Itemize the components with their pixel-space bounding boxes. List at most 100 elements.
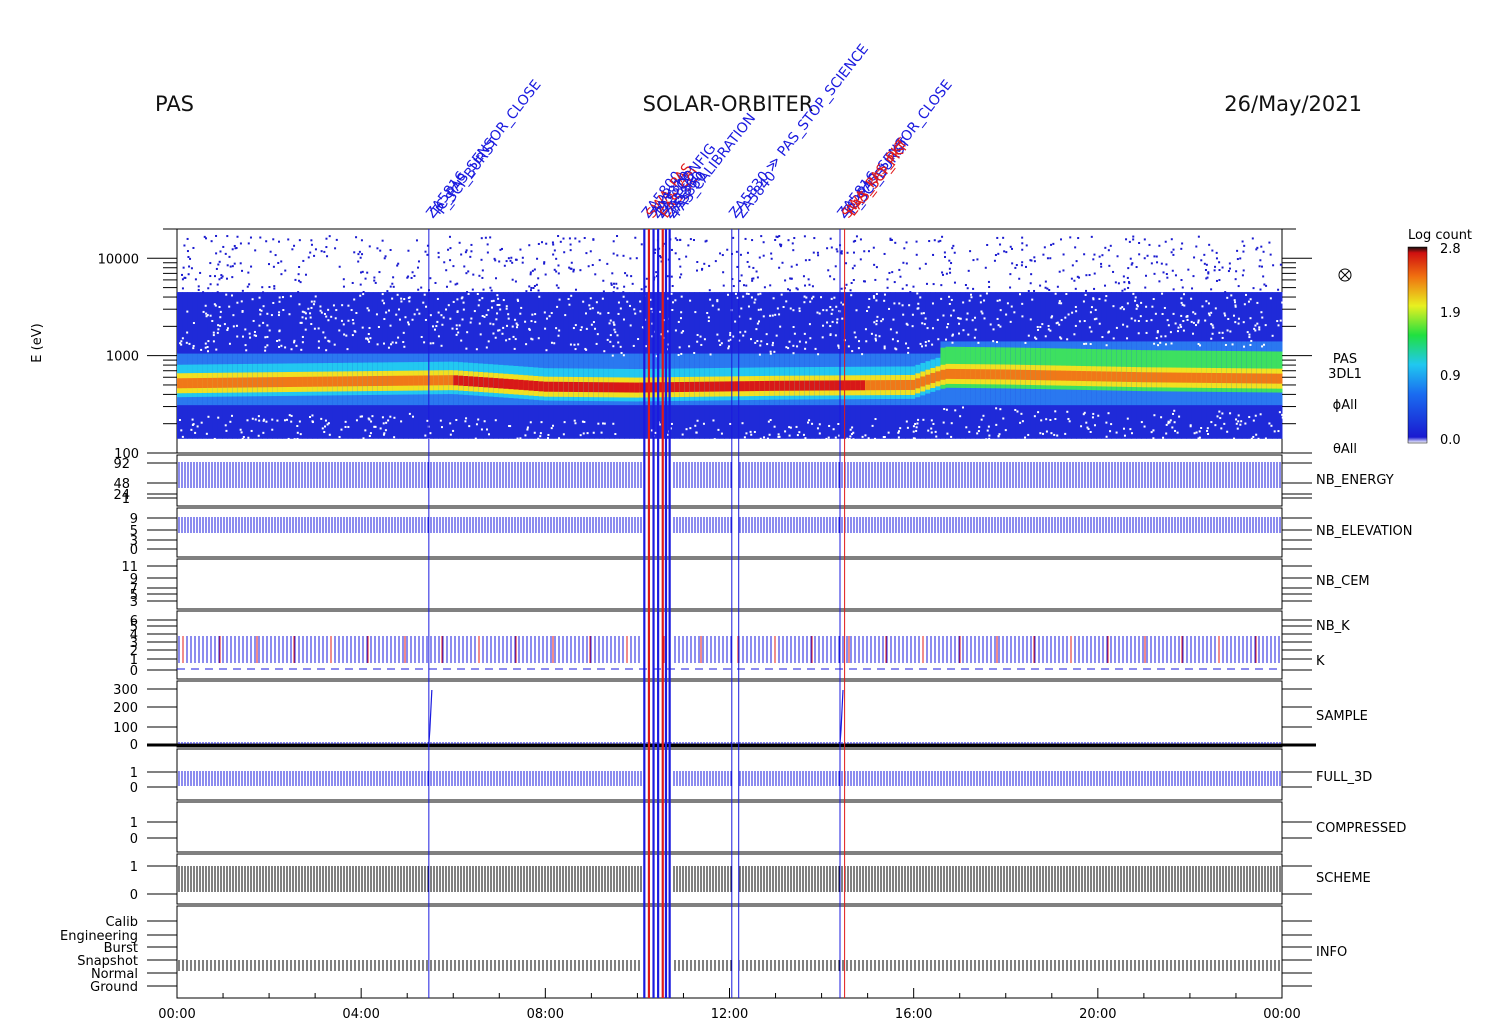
spec-dot xyxy=(1021,248,1024,251)
spec-noise xyxy=(478,322,481,325)
spec-dot xyxy=(746,251,749,254)
spec-noise xyxy=(759,308,762,311)
spec-noise xyxy=(1254,329,1257,332)
spec-dot xyxy=(213,275,216,278)
spec-dot xyxy=(804,284,807,287)
spec-core xyxy=(850,380,856,391)
spec-dot xyxy=(486,243,489,246)
spec-dot xyxy=(280,260,283,263)
spec-dot xyxy=(640,243,643,246)
spec-dot xyxy=(742,284,745,287)
spec-noise xyxy=(846,437,849,440)
spec-dot xyxy=(325,237,328,240)
spec-dot xyxy=(361,253,364,256)
spec-noise xyxy=(1281,413,1284,416)
spec-noise xyxy=(1029,318,1032,321)
spec-noise xyxy=(1055,322,1058,325)
spec-dot xyxy=(834,265,837,268)
spec-core xyxy=(598,382,605,393)
spec-noise xyxy=(741,422,744,425)
spec-core xyxy=(890,380,896,391)
spec-noise xyxy=(995,341,998,344)
spec-noise xyxy=(980,418,983,421)
spec-noise xyxy=(516,298,519,301)
spec-dot xyxy=(1092,258,1095,261)
spec-noise xyxy=(381,293,384,296)
spec-noise xyxy=(209,314,212,317)
spec-noise xyxy=(1064,316,1067,319)
spec-dot xyxy=(217,263,220,266)
spec-dot xyxy=(952,244,955,247)
spec-noise xyxy=(1218,331,1221,334)
spec-noise xyxy=(591,307,594,310)
spec-noise xyxy=(397,336,400,339)
spec-dot xyxy=(1073,279,1076,282)
spec-noise xyxy=(180,340,183,343)
spec-noise xyxy=(457,331,460,334)
spec-core xyxy=(624,382,630,393)
spec-noise xyxy=(398,318,401,321)
spec-noise xyxy=(1186,318,1189,321)
spec-dot xyxy=(429,277,432,280)
spec-noise xyxy=(539,435,542,438)
spec-dot xyxy=(611,272,614,275)
spec-dot xyxy=(231,265,234,268)
spec-noise xyxy=(250,429,253,432)
spec-dot xyxy=(533,285,536,288)
spec-noise xyxy=(749,338,752,341)
spec-noise xyxy=(320,417,323,420)
spec-noise xyxy=(550,341,553,344)
spec-noise xyxy=(1183,304,1186,307)
spec-dot xyxy=(1269,253,1272,256)
spec-noise xyxy=(310,300,313,303)
spec-dot xyxy=(679,239,682,242)
spec-noise xyxy=(244,328,247,331)
spec-dot xyxy=(411,271,414,274)
spec-core xyxy=(377,375,384,386)
spec-dot xyxy=(1122,275,1125,278)
spec-noise xyxy=(1254,414,1257,417)
spec-dot xyxy=(1187,268,1190,271)
spec-core xyxy=(307,376,314,387)
panel-tick-label: 2 xyxy=(130,644,138,659)
spec-core xyxy=(478,377,484,388)
spec-dot xyxy=(229,265,232,268)
spec-noise xyxy=(327,422,330,425)
spec-dot xyxy=(964,284,967,287)
spec-core xyxy=(875,380,881,391)
spec-noise xyxy=(1037,411,1040,414)
spec-dot xyxy=(1158,244,1161,247)
spec-dot xyxy=(1044,286,1047,289)
spec-noise xyxy=(191,423,194,426)
spec-noise xyxy=(958,332,961,335)
spec-core xyxy=(588,382,595,393)
spec-noise xyxy=(225,293,228,296)
spec-dot xyxy=(612,240,615,243)
spec-noise xyxy=(1074,324,1077,327)
spec-noise xyxy=(822,324,825,327)
spec-dot xyxy=(205,237,208,240)
spec-noise xyxy=(412,415,415,418)
spec-dot xyxy=(1093,253,1096,256)
spec-dot xyxy=(553,249,556,252)
spec-noise xyxy=(996,317,999,320)
spec-noise xyxy=(1170,342,1173,345)
spec-noise xyxy=(1060,319,1063,322)
spec-noise xyxy=(467,292,470,295)
spec-noise xyxy=(1097,414,1100,417)
spec-noise xyxy=(1180,297,1183,300)
panel-tick-label: 48 xyxy=(113,477,130,492)
spec-noise xyxy=(1229,330,1232,333)
spec-noise xyxy=(882,436,885,439)
spec-noise xyxy=(854,336,857,339)
spec-core xyxy=(262,377,268,388)
spec-noise xyxy=(592,431,595,434)
spec-noise xyxy=(244,344,247,347)
spec-noise xyxy=(1224,314,1227,317)
spec-core xyxy=(337,376,344,387)
spec-dot xyxy=(1215,257,1218,260)
spec-noise xyxy=(200,421,203,424)
spec-noise xyxy=(355,311,358,314)
spec-noise xyxy=(936,318,939,321)
spec-dot xyxy=(494,259,497,262)
